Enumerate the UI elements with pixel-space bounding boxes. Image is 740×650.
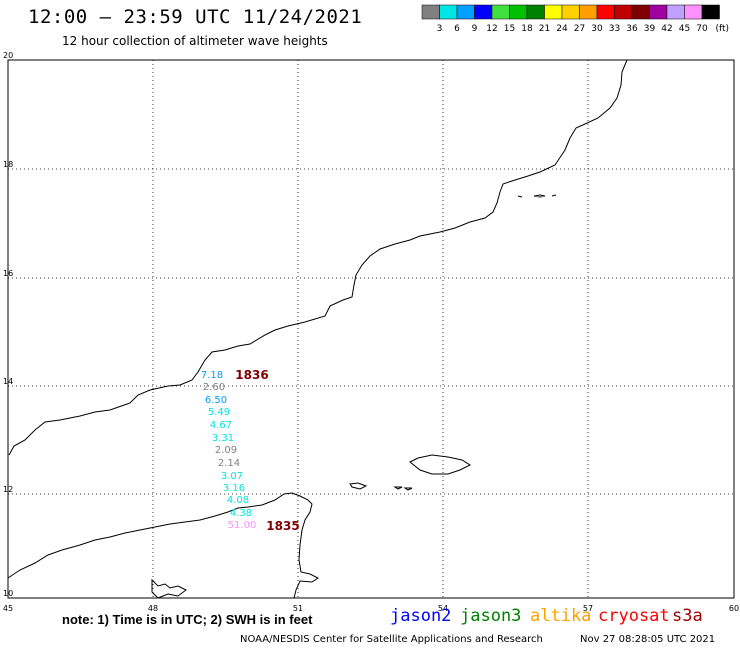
wave-height-value: 4.67 (210, 420, 232, 431)
lat-label: 10 (3, 589, 13, 598)
scale-label: 24 (556, 24, 568, 34)
island-socotra (409, 454, 472, 475)
scale-label: 45 (679, 24, 690, 34)
lat-label: 18 (3, 160, 13, 169)
lon-label: 45 (3, 604, 13, 613)
scale-label: 15 (504, 24, 515, 34)
coastline-somalia (7, 492, 319, 599)
pass-id-label: 1836 (235, 368, 268, 382)
wave-height-value: 6.50 (205, 395, 227, 406)
scale-label: 12 (486, 24, 497, 34)
satellite-s3a: s3a (672, 606, 703, 626)
footer-note: note: 1) Time is in UTC; 2) SWH is in fe… (62, 612, 313, 627)
satellite-jason3: jason3 (460, 606, 522, 626)
inland-feature (151, 578, 187, 599)
wave-height-value: 5.49 (208, 407, 230, 418)
satellite-cryosat: cryosat (598, 606, 670, 626)
scale-label: 9 (472, 24, 478, 34)
scale-label: 27 (574, 24, 585, 34)
scale-label: 21 (539, 24, 550, 34)
graticule (8, 60, 734, 598)
map-subtitle: 12 hour collection of altimeter wave hei… (62, 34, 328, 48)
map-title: 12:00 – 23:59 UTC 11/24/2021 (28, 6, 363, 28)
scale-swatch (701, 4, 720, 20)
lat-label: 20 (3, 51, 13, 60)
lon-label: 54 (438, 604, 448, 613)
lat-label: 16 (3, 269, 13, 278)
axis-labels: 45 48 51 54 57 60 20 18 16 14 12 10 (3, 51, 739, 613)
wave-height-value: 4.08 (227, 495, 249, 506)
lon-label: 57 (583, 604, 593, 613)
pass-id-label: 1835 (266, 519, 299, 533)
wave-height-value: 51.00 (228, 520, 257, 531)
wave-height-value: 7.18 (201, 370, 223, 381)
wave-height-value: 3.07 (221, 471, 243, 482)
footer-timestamp: Nov 27 08:28:05 UTC 2021 (580, 634, 716, 645)
islets-kuria-muria (517, 194, 557, 198)
scale-label: 36 (626, 24, 638, 34)
scale-label: 6 (454, 24, 460, 34)
islet-abd-al-kuri (349, 482, 368, 490)
scale-label: 42 (661, 24, 672, 34)
wave-height-observations: 7.182.60 6.505.49 4.67 3.312.09 2.14 3.073.16… (201, 370, 256, 531)
lon-label: 48 (148, 604, 158, 613)
scale-label: 30 (591, 24, 603, 34)
wave-height-value: 4.38 (230, 508, 252, 519)
scale-label: 33 (609, 24, 620, 34)
footer-credit: NOAA/NESDIS Center for Satellite Applica… (240, 634, 543, 645)
scale-label: 39 (644, 24, 656, 34)
wave-height-value: 2.14 (218, 458, 240, 469)
lat-label: 12 (3, 485, 13, 494)
wave-height-value: 3.16 (223, 483, 245, 494)
wave-height-value: 3.31 (212, 433, 234, 444)
islet-samhah (393, 486, 413, 491)
scale-label: 70 (696, 24, 708, 34)
color-scale-legend: 3 6 9 12 15 18 21 24 27 30 33 36 39 42 45 70 (ft) (421, 4, 730, 34)
satellite-jason2: jason2 (390, 606, 452, 626)
wave-height-value: 2.09 (215, 445, 237, 456)
scale-label: 3 (437, 24, 443, 34)
map-frame (7, 59, 735, 599)
scale-label: 18 (521, 24, 533, 34)
satellite-altika: altika (530, 606, 592, 626)
coastline-arabia (8, 59, 628, 456)
pass-labels: 1836 1835 (235, 368, 299, 533)
scale-unit: (ft) (716, 24, 730, 34)
wave-height-value: 2.60 (203, 382, 225, 393)
lon-label: 60 (729, 604, 739, 613)
lat-label: 14 (3, 377, 13, 386)
lon-label: 51 (293, 604, 303, 613)
